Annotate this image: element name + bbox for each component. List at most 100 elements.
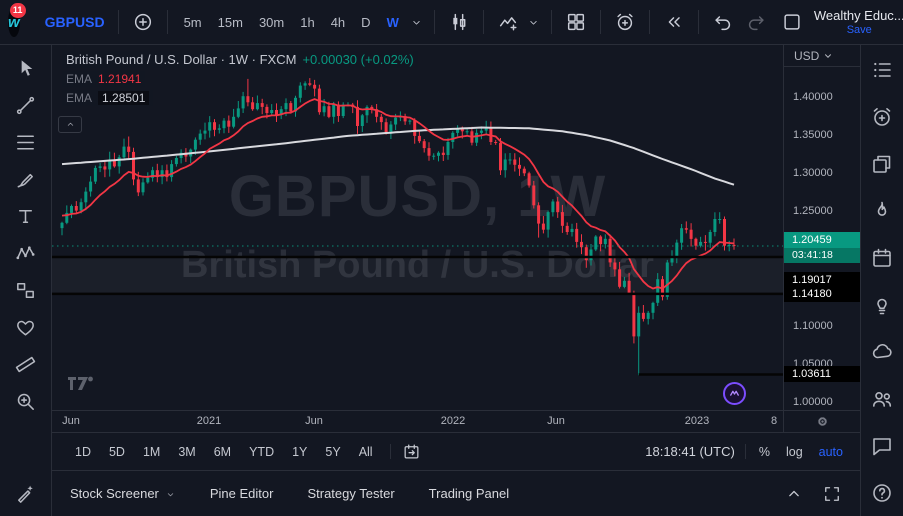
calendar-icon[interactable] — [867, 243, 897, 273]
utc-clock[interactable]: 18:18:41 (UTC) — [645, 444, 735, 459]
time-axis-label: 8 — [770, 415, 778, 427]
alert-clock-icon[interactable] — [610, 7, 640, 37]
tab-trading-panel[interactable]: Trading Panel — [429, 486, 509, 501]
timeframe-W[interactable]: W — [380, 11, 406, 34]
account-menu[interactable]: Wealthy Educ... Save — [814, 8, 903, 36]
bar-replay-icon[interactable] — [659, 7, 689, 37]
object-tree-icon[interactable] — [867, 149, 897, 179]
toolbar-divider — [482, 10, 484, 34]
right-rail — [860, 45, 903, 516]
tab-label: Stock Screener — [70, 486, 159, 501]
messages-icon[interactable] — [867, 431, 897, 461]
symbol-title[interactable]: British Pound / U.S. Dollar · 1W · FXCM — [66, 52, 297, 67]
trendline-icon[interactable] — [11, 90, 41, 120]
range-ytd[interactable]: YTD — [240, 441, 283, 463]
bot-icon[interactable] — [723, 382, 746, 405]
range-toolbar: 1D 5D 1M 3M 6M YTD 1Y 5Y All 18:18:41 (UTC) % lo… — [52, 432, 860, 471]
tab-pine-editor[interactable]: Pine Editor — [210, 486, 274, 501]
ideas-icon[interactable] — [867, 290, 897, 320]
timeframe-4h[interactable]: 4h — [324, 11, 352, 34]
text-icon[interactable] — [11, 201, 41, 231]
tradingview-logo-watermark — [66, 372, 102, 394]
gear-icon[interactable] — [815, 414, 830, 429]
user-avatar[interactable]: w 11 — [8, 3, 26, 37]
redo-icon[interactable] — [741, 7, 771, 37]
tab-stock-screener[interactable]: Stock Screener — [70, 486, 176, 501]
measure-icon[interactable] — [11, 349, 41, 379]
log-scale-button[interactable]: log — [783, 443, 806, 461]
chart-style-candles-icon[interactable] — [444, 7, 474, 37]
timeframe-D[interactable]: D — [354, 11, 377, 34]
brush-icon[interactable] — [11, 164, 41, 194]
hotlists-icon[interactable] — [867, 196, 897, 226]
price-tick: 1.10000 — [793, 319, 833, 332]
timeframe-30m[interactable]: 30m — [252, 11, 291, 34]
tab-strategy-tester[interactable]: Strategy Tester — [307, 486, 394, 501]
cursor-icon[interactable] — [11, 53, 41, 83]
indicators-chevron-icon[interactable] — [526, 7, 542, 37]
price-tick: 1.00000 — [793, 396, 833, 408]
timeframe-15m[interactable]: 15m — [211, 11, 250, 34]
price-scale[interactable]: USD 1.400001.350001.300001.250001.200001… — [783, 45, 860, 432]
go-to-date-icon[interactable] — [399, 439, 425, 465]
toolbar-divider — [599, 10, 601, 34]
toolbar-divider — [389, 444, 391, 459]
panel-collapse-icon[interactable] — [784, 484, 804, 504]
auto-scale-button[interactable]: auto — [816, 443, 846, 461]
screener-chevron-icon — [165, 488, 176, 499]
range-1y[interactable]: 1Y — [283, 441, 316, 463]
xabcd-pattern-icon[interactable] — [11, 238, 41, 268]
community-icon[interactable] — [867, 384, 897, 414]
toolbar-divider — [697, 10, 699, 34]
fib-retracement-icon[interactable] — [11, 127, 41, 157]
range-6m[interactable]: 6M — [205, 441, 240, 463]
time-axis[interactable]: Jun 2021 Jun 2022 Jun 2023 8 — [52, 410, 783, 432]
toolbar-divider — [166, 10, 168, 34]
timeframe-1h[interactable]: 1h — [293, 11, 321, 34]
range-3m[interactable]: 3M — [169, 441, 204, 463]
zoom-in-icon[interactable] — [11, 386, 41, 416]
layout-grid-icon[interactable] — [561, 7, 591, 37]
save-button[interactable]: Save — [846, 24, 872, 36]
percent-scale-button[interactable]: % — [756, 443, 773, 461]
range-1m[interactable]: 1M — [134, 441, 169, 463]
ema-label[interactable]: EMA — [66, 91, 93, 105]
watchlist-icon[interactable] — [867, 55, 897, 85]
timeframe-5m[interactable]: 5m — [177, 11, 209, 34]
range-all[interactable]: All — [350, 441, 382, 463]
forecast-icon[interactable] — [11, 275, 41, 305]
time-axis-label: 2021 — [196, 415, 222, 427]
chats-icon[interactable] — [867, 337, 897, 367]
range-1d[interactable]: 1D — [66, 441, 100, 463]
emoji-icon[interactable] — [11, 312, 41, 342]
range-5y[interactable]: 5Y — [316, 441, 349, 463]
panel-expand-icon[interactable] — [822, 484, 842, 504]
time-axis-label: 2022 — [440, 415, 466, 427]
ema-label[interactable]: EMA — [66, 72, 93, 86]
legend-collapse-icon[interactable] — [58, 116, 82, 133]
timeframe-chevron-icon[interactable] — [409, 7, 425, 37]
price-tick: 1.40000 — [793, 91, 833, 103]
alerts-icon[interactable] — [867, 102, 897, 132]
time-axis-label: Jun — [62, 415, 80, 427]
magic-icon[interactable] — [11, 478, 41, 508]
undo-icon[interactable] — [708, 7, 738, 37]
toolbar-divider — [117, 10, 119, 34]
chart-canvas[interactable] — [52, 45, 783, 410]
logo-glyph: w — [8, 13, 20, 31]
level-price-label: 1.19017 — [784, 271, 860, 288]
ema-slow-value: 1.28501 — [98, 91, 150, 105]
indicators-icon[interactable] — [493, 7, 523, 37]
drawing-tools-rail — [0, 45, 52, 516]
top-toolbar: w 11 GBPUSD 5m 15m 30m 1h 4h D W Wealthy Educ.… — [0, 0, 903, 45]
currency-selector[interactable]: USD — [784, 45, 860, 67]
layout-select-icon[interactable] — [777, 7, 807, 37]
level-price-label: 1.03611 — [784, 366, 860, 383]
chevron-down-icon — [825, 53, 832, 58]
compare-add-icon[interactable] — [128, 7, 158, 37]
range-5d[interactable]: 5D — [100, 441, 134, 463]
tab-label: Trading Panel — [428, 486, 510, 501]
help-icon[interactable] — [867, 478, 897, 508]
level-price-label: 1.14180 — [784, 285, 860, 302]
symbol-search-button[interactable]: GBPUSD — [41, 10, 109, 34]
